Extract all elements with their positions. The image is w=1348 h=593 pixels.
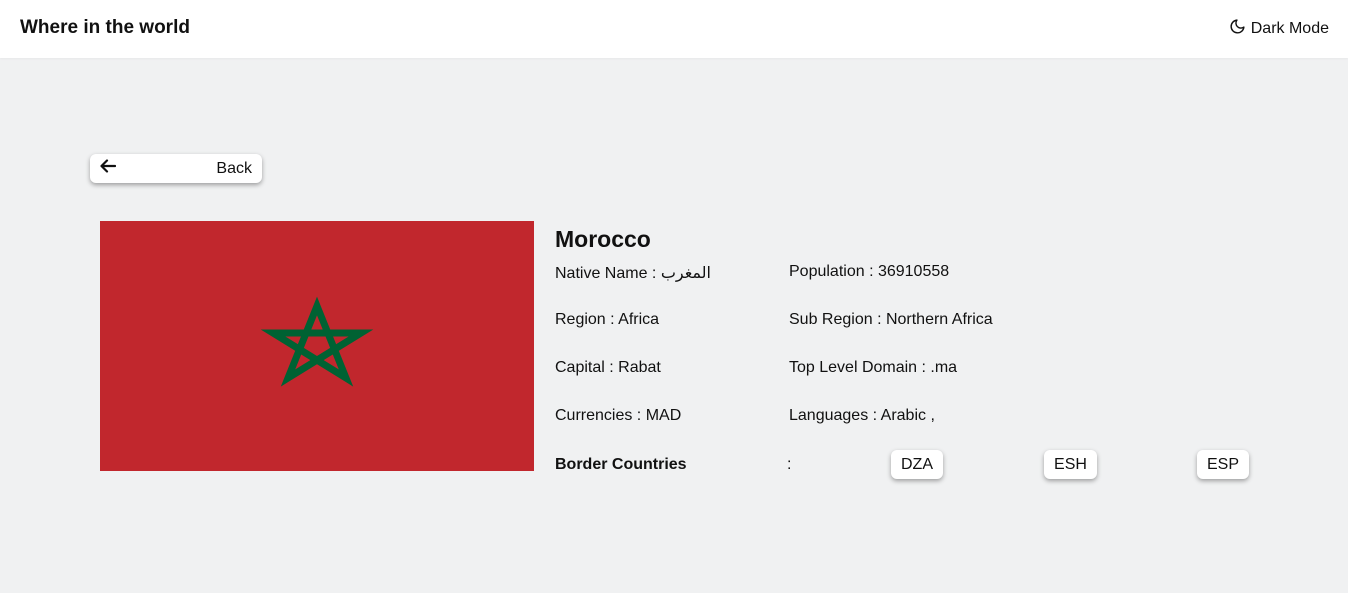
moon-icon [1229, 18, 1246, 40]
dark-mode-label: Dark Mode [1250, 20, 1329, 37]
top-level-domain: Top Level Domain : .ma [789, 359, 958, 376]
border-countries-label: Border Countries [555, 456, 687, 473]
country-name: Morocco [555, 226, 651, 252]
arrow-left-icon [100, 159, 117, 178]
currencies: Currencies : MAD [555, 407, 682, 424]
country-flag [100, 221, 534, 471]
region: Region : Africa [555, 311, 660, 328]
back-button-label: Back [216, 159, 252, 177]
capital: Capital : Rabat [555, 359, 661, 376]
border-countries-colon: : [787, 456, 792, 473]
population: Population : 36910558 [789, 263, 950, 280]
app-title: Where in the world [20, 17, 190, 38]
border-country-button[interactable]: ESH [1044, 450, 1097, 479]
native-name: Native Name : المغرب [555, 265, 711, 282]
morocco-flag-image [100, 221, 534, 471]
border-country-button[interactable]: ESP [1197, 450, 1249, 479]
border-country-button[interactable]: DZA [891, 450, 943, 479]
languages: Languages : Arabic , [789, 407, 935, 424]
app-header: Where in the world Dark Mode [0, 0, 1348, 58]
dark-mode-toggle[interactable]: Dark Mode [1229, 18, 1329, 40]
sub-region: Sub Region : Northern Africa [789, 311, 993, 328]
back-button[interactable]: Back [90, 154, 262, 183]
